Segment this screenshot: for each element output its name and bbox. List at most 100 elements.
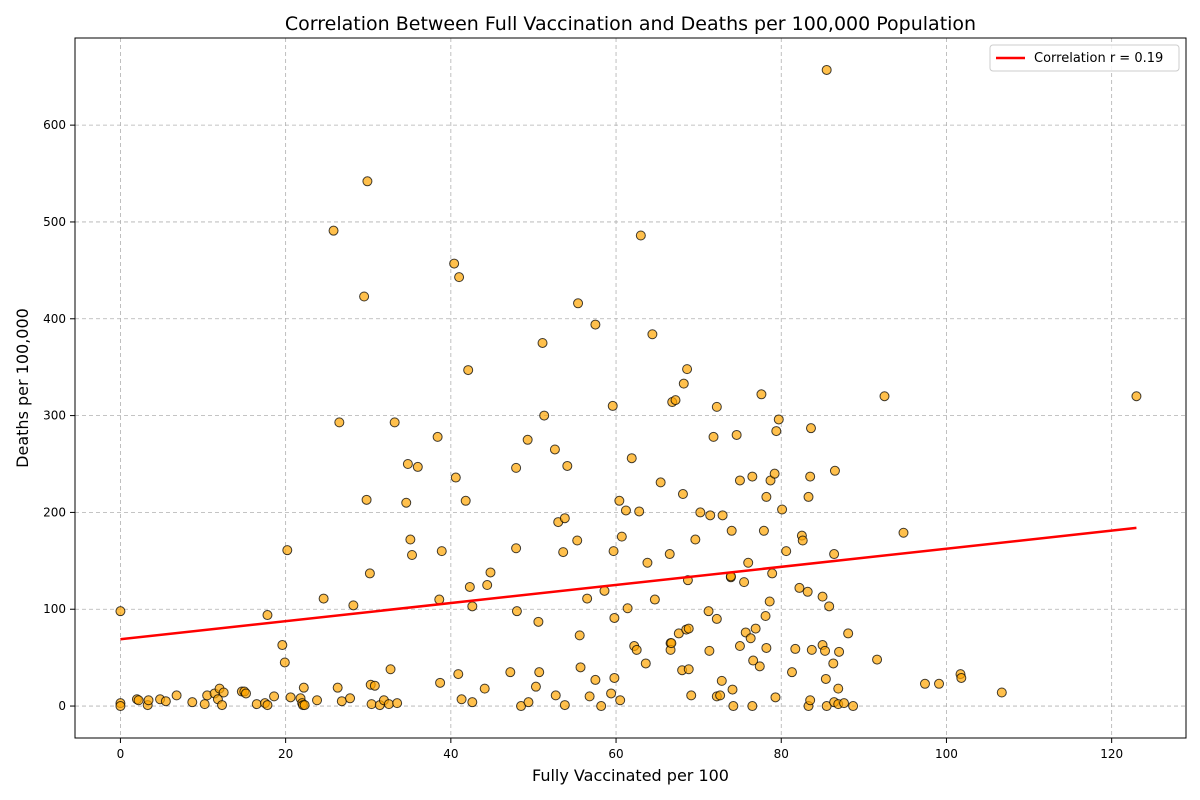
scatter-point xyxy=(318,593,329,604)
scatter-point xyxy=(622,603,633,614)
scatter-point xyxy=(584,691,595,702)
scatter-point xyxy=(143,695,154,706)
scatter-point xyxy=(534,667,545,678)
scatter-point xyxy=(607,400,618,411)
scatter-point xyxy=(467,601,478,612)
scatter-point xyxy=(251,699,262,710)
scatter-point xyxy=(820,645,831,656)
scatter-point xyxy=(456,694,467,705)
axis-ticks: 0 20 40 60 80 100 120 0 100 200 300 400 500 600 xyxy=(43,118,1123,761)
scatter-point xyxy=(359,291,370,302)
scatter-point xyxy=(575,662,586,673)
y-tick-label: 300 xyxy=(43,409,66,423)
scatter-point xyxy=(530,681,541,692)
scatter-point xyxy=(522,434,533,445)
scatter-point xyxy=(537,337,548,348)
y-tick-label: 200 xyxy=(43,505,66,519)
scatter-point xyxy=(771,426,782,437)
scatter-point xyxy=(731,429,742,440)
scatter-point xyxy=(743,557,754,568)
scatter-point xyxy=(572,535,583,546)
plot-frame xyxy=(74,37,1187,739)
scatter-point xyxy=(412,461,423,472)
scatter-point xyxy=(760,611,771,622)
scatter-point xyxy=(558,547,569,558)
scatter-point xyxy=(777,504,788,515)
scatter-point xyxy=(745,633,756,644)
scatter-point xyxy=(464,581,475,592)
scatter-point xyxy=(631,644,642,655)
scatter-point xyxy=(615,695,626,706)
scatter-point xyxy=(435,677,446,688)
scatter-point xyxy=(734,475,745,486)
scatter-point xyxy=(683,664,694,675)
scatter-point xyxy=(767,568,778,579)
scatter-point xyxy=(460,495,471,506)
scatter-point xyxy=(383,699,394,710)
scatter-point xyxy=(609,612,620,623)
scatter-point xyxy=(432,431,443,442)
scatter-point xyxy=(523,697,534,708)
scatter-point xyxy=(824,601,835,612)
scatter-point xyxy=(682,364,693,375)
scatter-point xyxy=(843,628,854,639)
scatter-point xyxy=(711,401,722,412)
scatter-point xyxy=(385,664,396,675)
scatter-point xyxy=(449,258,460,269)
scatter-point xyxy=(336,696,347,707)
scatter-point xyxy=(539,410,550,421)
scatter-point xyxy=(511,543,522,554)
trendline-group xyxy=(120,526,1137,641)
scatter-point xyxy=(482,580,493,591)
x-tick-label: 120 xyxy=(1100,747,1123,761)
scatter-point xyxy=(678,378,689,389)
scatter-point xyxy=(956,672,967,683)
scatter-point xyxy=(608,546,619,557)
scatter-point xyxy=(704,645,715,656)
scatter-point xyxy=(407,550,418,561)
legend-entry: Correlation r = 0.19 xyxy=(1034,51,1163,66)
scatter-point xyxy=(485,567,496,578)
scatter-point xyxy=(596,701,607,712)
scatter-point xyxy=(361,494,372,505)
scatter-point xyxy=(402,459,413,470)
scatter-point xyxy=(848,701,859,712)
scatter-point xyxy=(727,684,738,695)
scatter-point xyxy=(717,510,728,521)
scatter-point xyxy=(708,431,719,442)
scatter-point xyxy=(834,646,845,657)
scatter-point xyxy=(450,472,461,483)
scatter-point xyxy=(606,688,617,699)
scatter-point xyxy=(642,557,653,568)
scatter-point xyxy=(773,414,784,425)
scatter-point xyxy=(647,329,658,340)
scatter-point xyxy=(805,695,816,706)
x-tick-label: 100 xyxy=(935,747,958,761)
scatter-point xyxy=(463,365,474,376)
scatter-point xyxy=(620,505,631,516)
scatter-point xyxy=(677,489,688,500)
scatter-point xyxy=(279,657,290,668)
scatter-point xyxy=(559,700,570,711)
scatter-point xyxy=(332,682,343,693)
scatter-point xyxy=(277,640,288,651)
y-tick-label: 400 xyxy=(43,312,66,326)
scatter-point xyxy=(758,525,769,536)
scatter-point xyxy=(550,690,561,701)
scatter-point xyxy=(919,678,930,689)
scatter-point xyxy=(217,700,228,711)
scatter-point xyxy=(666,638,677,649)
scatter-point xyxy=(505,667,516,678)
legend-box xyxy=(989,44,1180,72)
scatter-point xyxy=(574,630,585,641)
scatter-point xyxy=(794,582,805,593)
scatter-point xyxy=(590,319,601,330)
scatter-point xyxy=(115,606,126,617)
x-tick-label: 60 xyxy=(608,747,623,761)
scatter-point xyxy=(805,423,816,434)
scatter-point xyxy=(802,586,813,597)
scatter-point xyxy=(187,697,198,708)
scatter-point xyxy=(364,568,375,579)
